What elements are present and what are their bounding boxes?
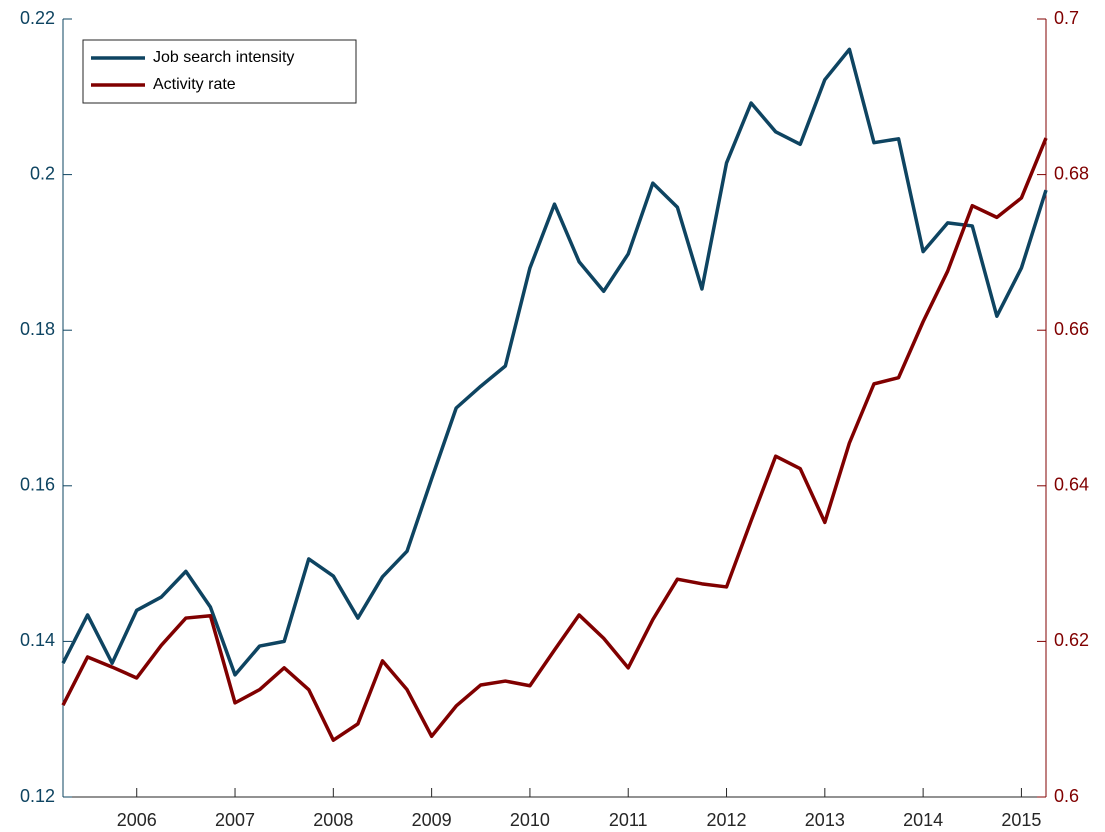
y2-tick-label: 0.62 [1054,630,1089,650]
y-tick-label: 0.12 [20,786,55,806]
x-tick-label: 2012 [707,810,747,830]
x-tick-label: 2013 [805,810,845,830]
y2-tick-label: 0.68 [1054,163,1089,183]
x-tick-label: 2015 [1001,810,1041,830]
y2-tick-label: 0.6 [1054,786,1079,806]
y2-tick-label: 0.64 [1054,475,1089,495]
y-tick-label: 0.18 [20,319,55,339]
y-tick-label: 0.22 [20,8,55,28]
y-tick-label: 0.16 [20,475,55,495]
x-tick-label: 2008 [313,810,353,830]
y-tick-label: 0.14 [20,630,55,650]
x-tick-label: 2014 [903,810,943,830]
y2-tick-label: 0.66 [1054,319,1089,339]
x-tick-label: 2007 [215,810,255,830]
y-tick-label: 0.2 [30,163,55,183]
series-line [61,47,1048,677]
x-tick-label: 2009 [412,810,452,830]
legend-box [82,39,357,104]
series-line [61,137,1048,742]
legend-label: Activity rate [153,76,236,93]
plot-area [63,19,1046,797]
y2-tick-label: 0.7 [1054,8,1079,28]
x-tick-label: 2006 [117,810,157,830]
x-tick-label: 2010 [510,810,550,830]
x-tick-label: 2011 [609,810,648,830]
legend-label: Job search intensity [153,49,294,66]
